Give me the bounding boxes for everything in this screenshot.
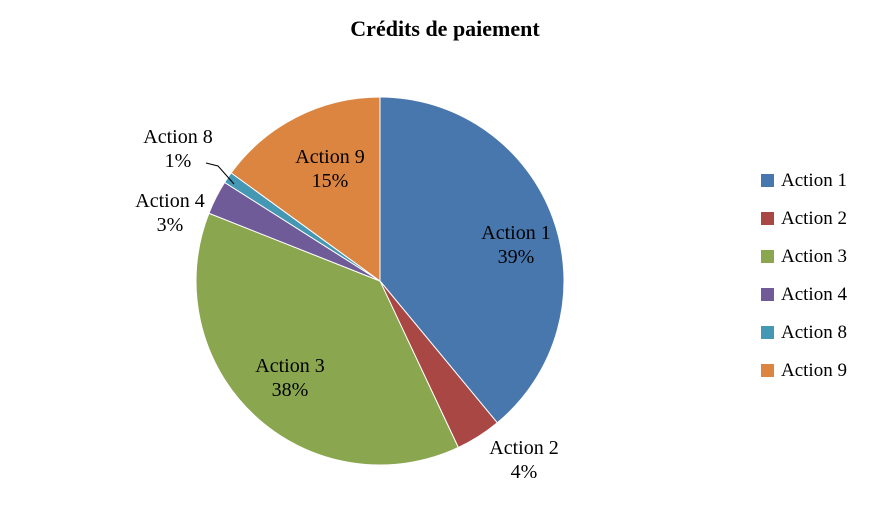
legend-item-action-3: Action 3: [761, 245, 847, 268]
pie-slice-action-9: [230, 96, 381, 282]
legend-label: Action 8: [781, 322, 847, 343]
slice-label-action-8: Action 8 1%: [143, 126, 212, 172]
pie-slice-action-1: [379, 96, 565, 424]
slice-label-action-2: Action 2 4%: [489, 437, 558, 483]
pie-slice-action-3: [195, 212, 459, 466]
slice-label-action-9: Action 9 15%: [295, 146, 364, 192]
legend-swatch-icon: [761, 250, 774, 263]
legend-item-action-9: Action 9: [761, 359, 847, 382]
legend-label: Action 9: [781, 360, 847, 381]
slice-label-action-4: Action 4 3%: [135, 190, 204, 236]
legend-item-action-2: Action 2: [761, 207, 847, 230]
legend-swatch-icon: [761, 174, 774, 187]
legend-swatch-icon: [761, 326, 774, 339]
legend: Action 1 Action 2 Action 3 Action 4 Action 8…: [761, 169, 847, 382]
legend-item-action-8: Action 8: [761, 321, 847, 344]
pie-slices: [195, 96, 565, 466]
legend-label: Action 3: [781, 246, 847, 267]
legend-item-action-4: Action 4: [761, 283, 847, 306]
legend-label: Action 1: [781, 170, 847, 191]
legend-item-action-1: Action 1: [761, 169, 847, 192]
leader-line-action-8: [205, 162, 235, 185]
legend-swatch-icon: [761, 364, 774, 377]
legend-label: Action 4: [781, 284, 847, 305]
slice-label-action-1: Action 1 39%: [481, 222, 550, 268]
pie-slice-labels: Action 1 39% Action 2 4% Action 3 38% Action 4…: [135, 126, 558, 483]
legend-swatch-icon: [761, 288, 774, 301]
legend-swatch-icon: [761, 212, 774, 225]
slice-label-action-3: Action 3 38%: [255, 355, 324, 401]
chart-title: Crédits de paiement: [350, 16, 540, 41]
legend-label: Action 2: [781, 208, 847, 229]
